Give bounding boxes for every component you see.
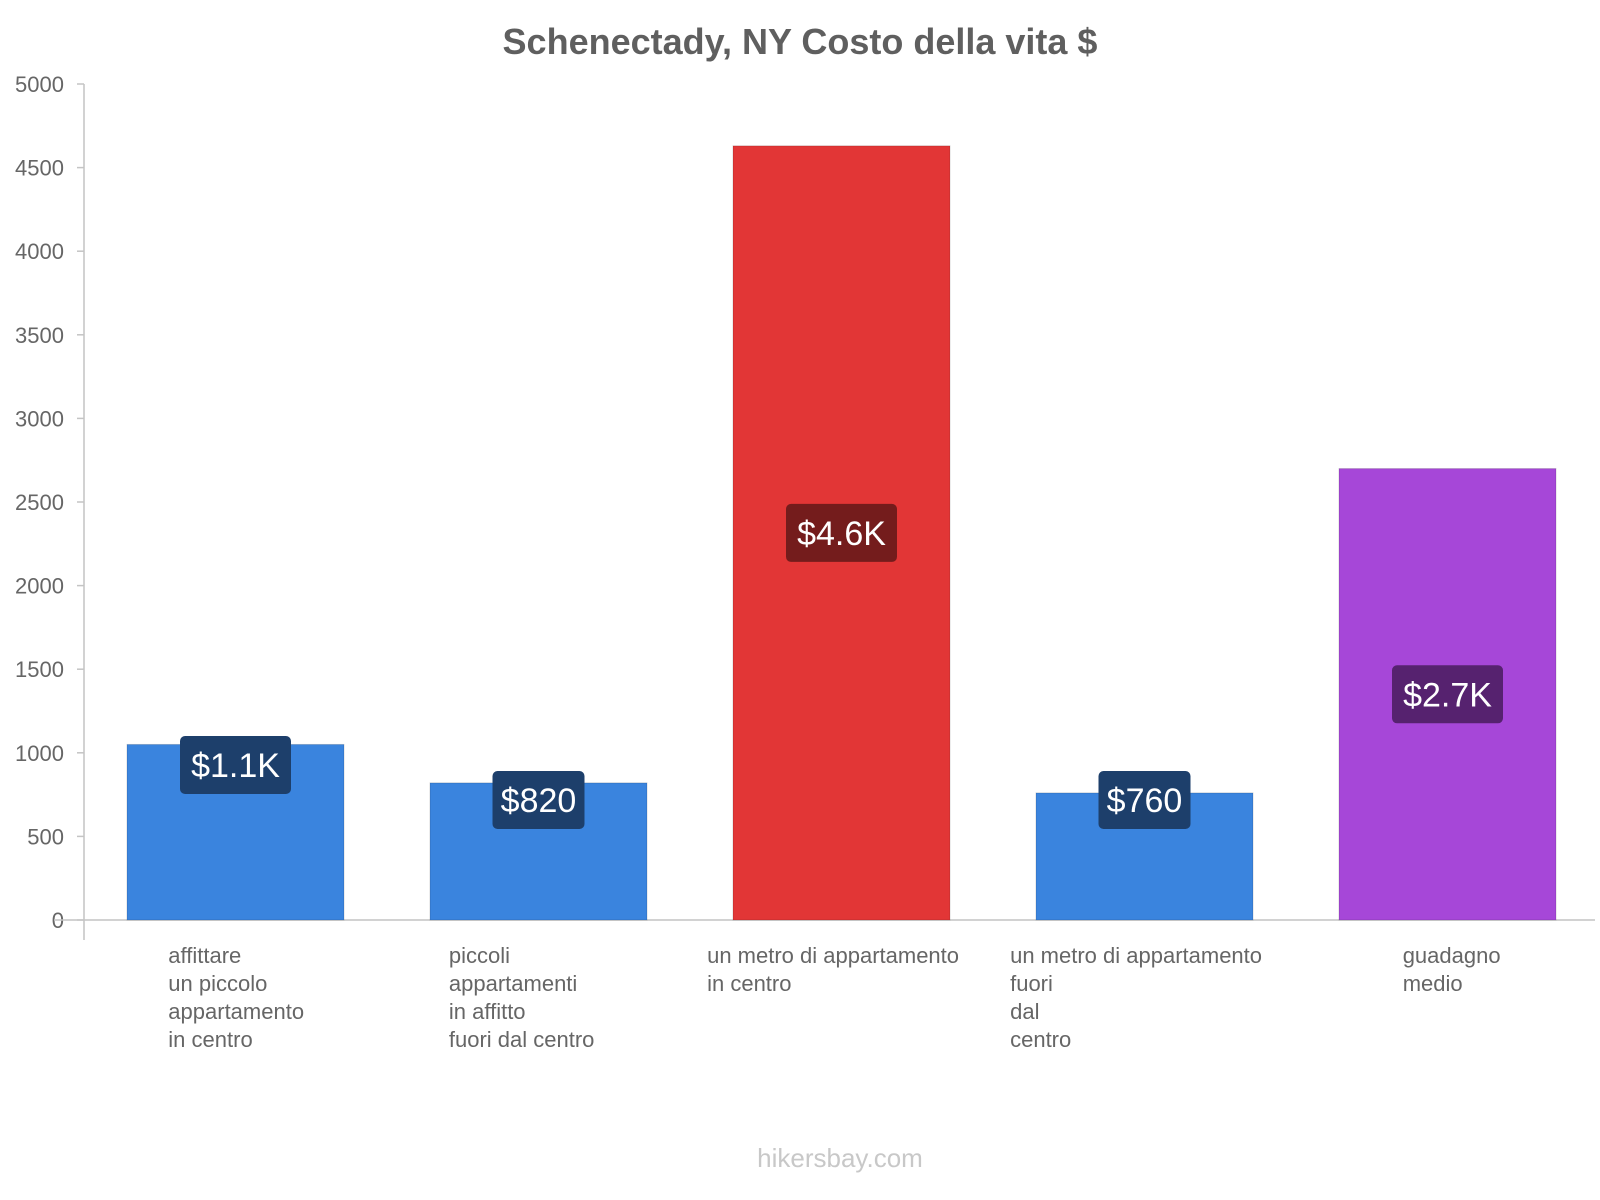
- watermark: hikersbay.com: [757, 1143, 923, 1173]
- chart-title: Schenectady, NY Costo della vita $: [503, 21, 1098, 62]
- y-tick-label: 4000: [15, 239, 64, 264]
- data-label-text: $760: [1107, 782, 1183, 820]
- x-category-label: affittare un piccolo appartamento in centro: [168, 943, 304, 1052]
- x-category-label: guadagno medio: [1403, 943, 1501, 996]
- data-label-text: $1.1K: [191, 747, 280, 785]
- x-category-label: un metro di appartamento fuori dal centro: [1010, 943, 1262, 1052]
- y-tick-label: 3500: [15, 323, 64, 348]
- data-label-bg: [786, 503, 897, 562]
- y-tick-label: 4500: [15, 156, 64, 181]
- data-label: $4.6K: [786, 503, 897, 562]
- x-axis-labels: affittare un piccolo appartamento in centro…: [168, 943, 1500, 1052]
- data-label: $1.1K: [180, 736, 291, 794]
- y-tick-label: 3000: [15, 406, 64, 431]
- y-tick-label: 5000: [15, 72, 64, 97]
- data-label-bg: [1098, 771, 1191, 829]
- data-label-text: $4.6K: [797, 515, 886, 553]
- y-tick-label: 1500: [15, 657, 64, 682]
- y-tick-label: 2500: [15, 490, 64, 515]
- data-label: $760: [1098, 771, 1191, 829]
- y-tick-label: 1000: [15, 741, 64, 766]
- data-label-text: $820: [501, 782, 577, 820]
- data-label-bg: [1392, 665, 1503, 724]
- data-label-text: $2.7K: [1403, 676, 1492, 714]
- bars: $1.1K $820 $4.6K $760 $2.7K: [126, 145, 1557, 921]
- data-label: $2.7K: [1392, 665, 1503, 724]
- y-tick-label: 2000: [15, 574, 64, 599]
- data-label-bg: [492, 771, 585, 829]
- x-category-label: un metro di appartamento in centro: [707, 943, 959, 996]
- x-category-label: piccoli appartamenti in affitto fuori dal c…: [449, 943, 595, 1052]
- data-label-bg: [180, 736, 291, 794]
- y-tick-label: 500: [27, 824, 64, 849]
- data-label: $820: [492, 771, 585, 829]
